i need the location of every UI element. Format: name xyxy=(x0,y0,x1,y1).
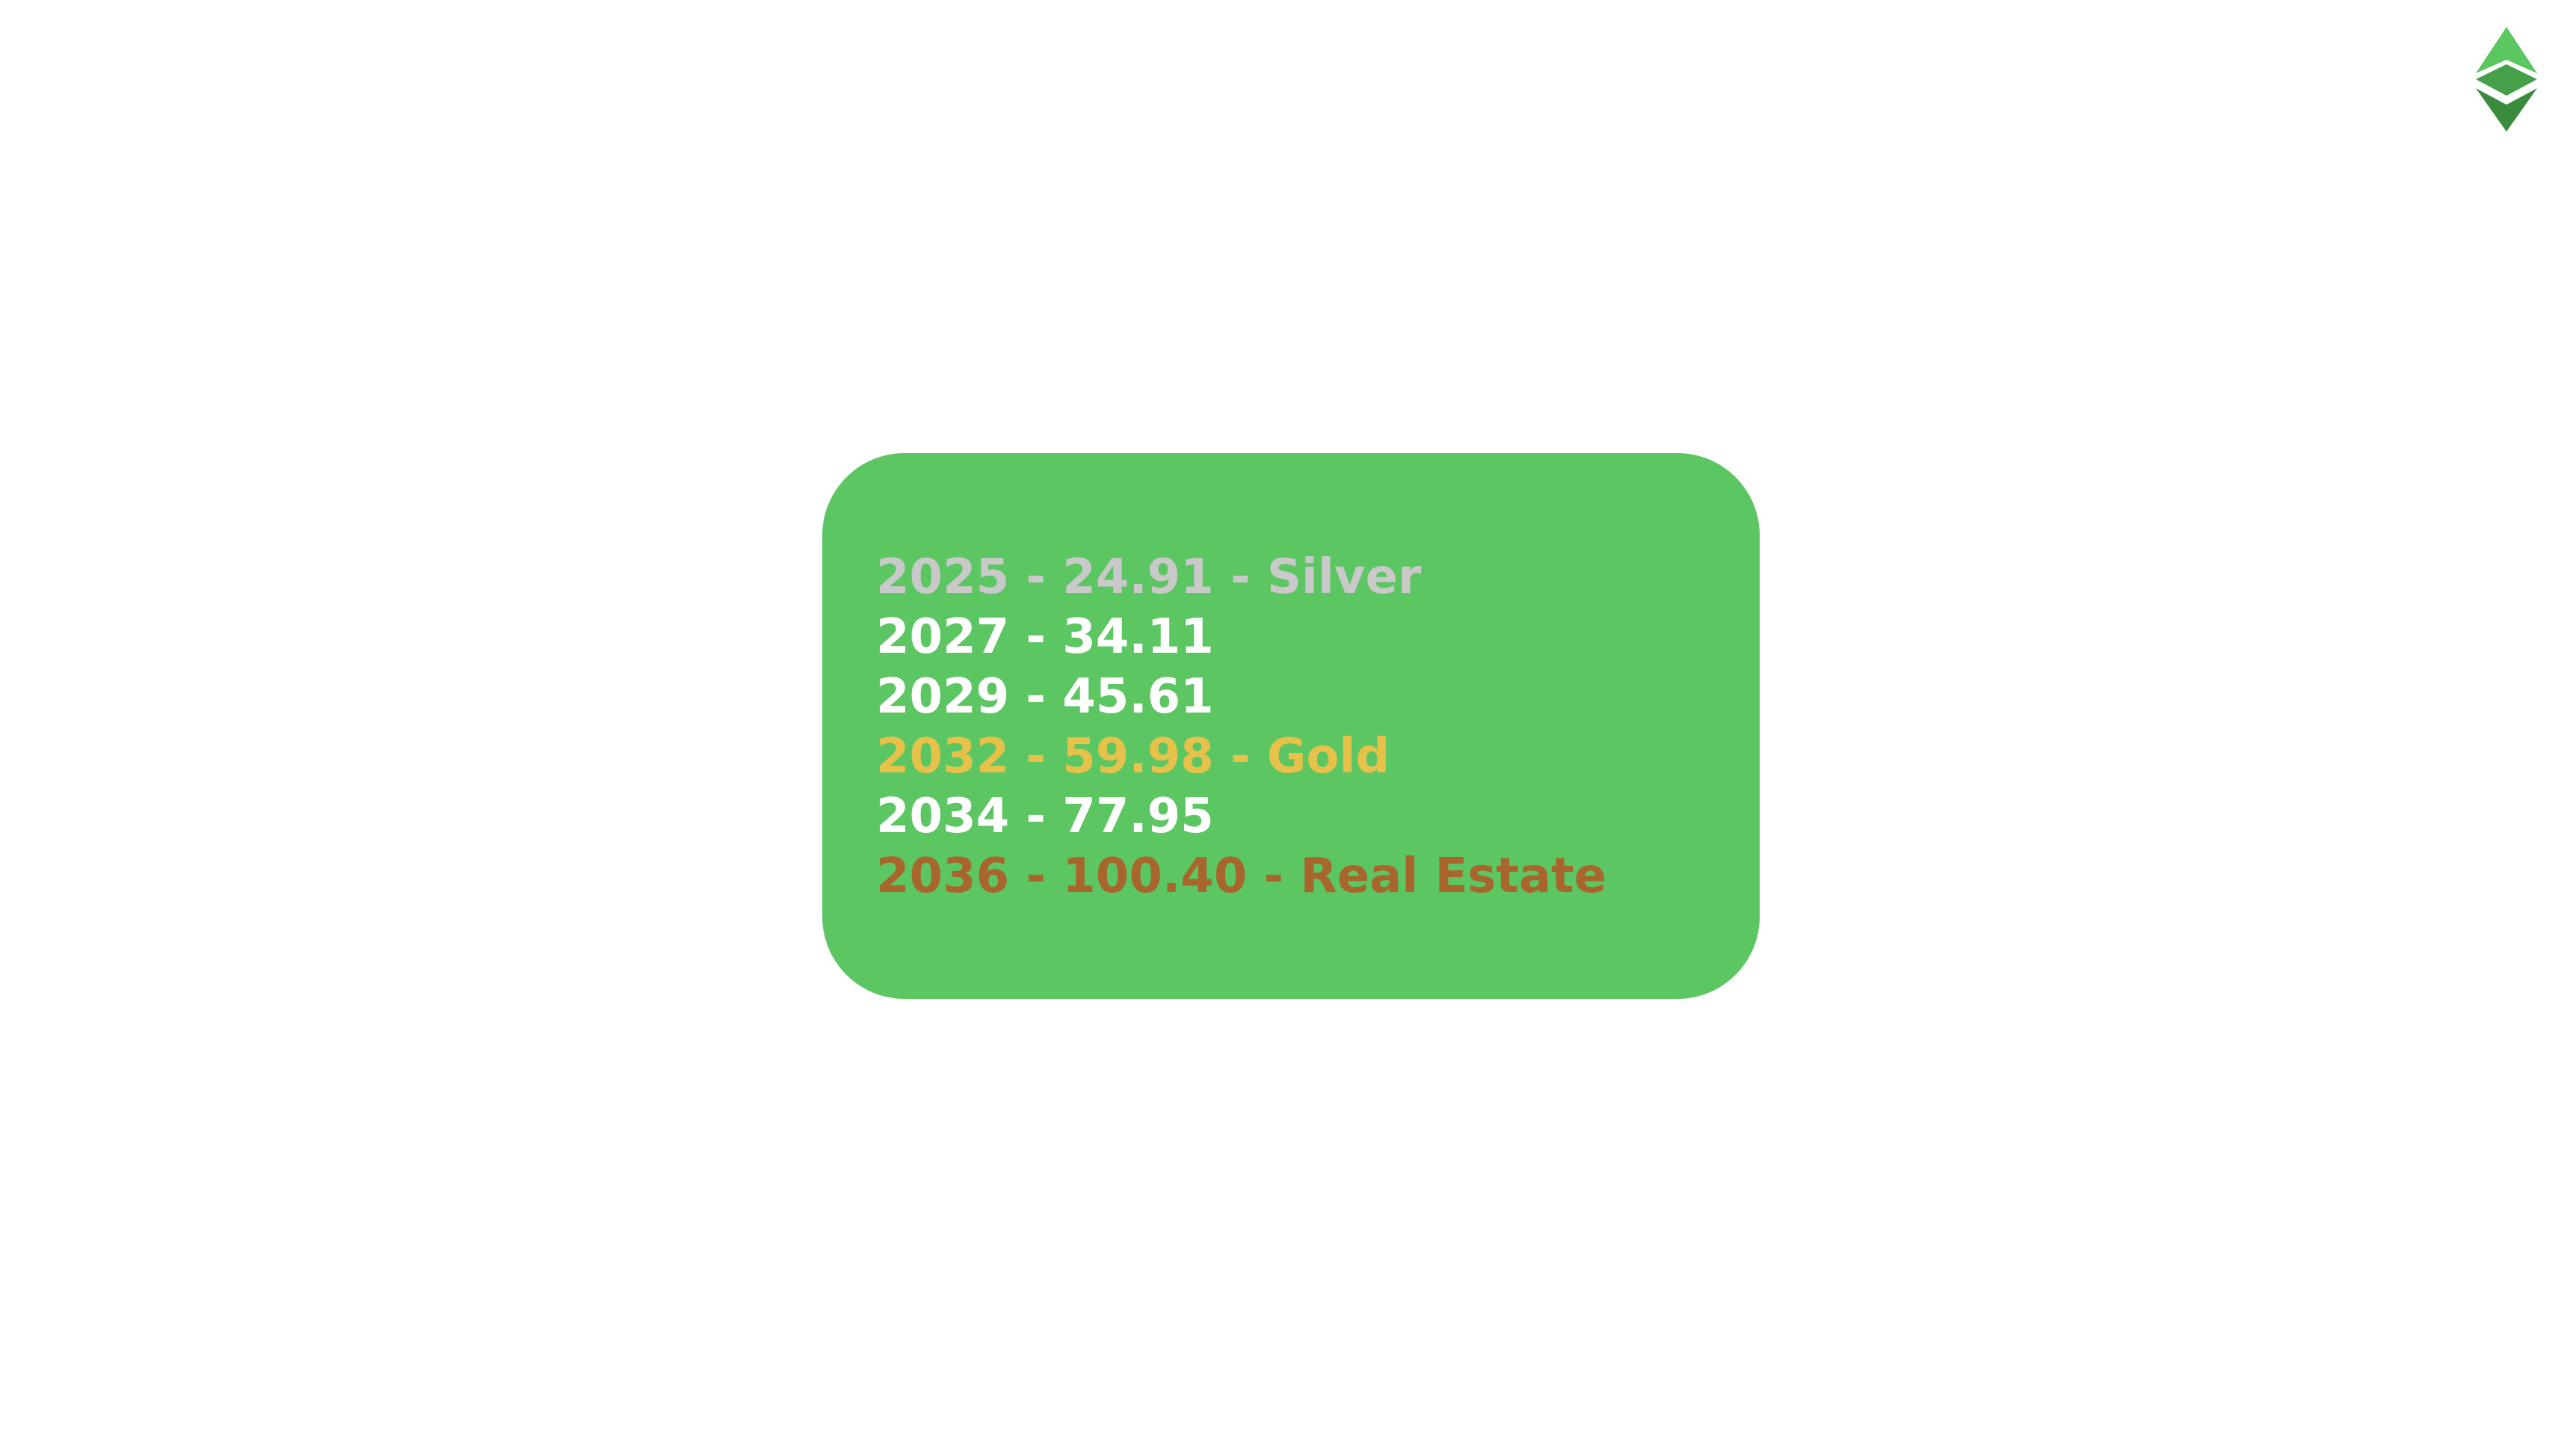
logo-bottom-facet xyxy=(2476,88,2537,132)
milestone-line-silver: 2025 - 24.91 - Silver xyxy=(876,550,1422,605)
milestone-line-real-estate: 2036 - 100.40 - Real Estate xyxy=(876,849,1607,904)
milestone-line-gold: 2032 - 59.98 - Gold xyxy=(876,729,1390,784)
milestone-line-2034: 2034 - 77.95 xyxy=(876,789,1214,844)
ethereum-classic-logo-icon xyxy=(2476,27,2537,132)
logo-middle-facet xyxy=(2476,64,2537,96)
logo-top-facet xyxy=(2476,27,2537,73)
milestones-card: 2025 - 24.91 - Silver 2027 - 34.11 2029 … xyxy=(822,453,1760,999)
milestone-line-2027: 2027 - 34.11 xyxy=(876,609,1214,665)
milestone-line-2029: 2029 - 45.61 xyxy=(876,669,1214,724)
